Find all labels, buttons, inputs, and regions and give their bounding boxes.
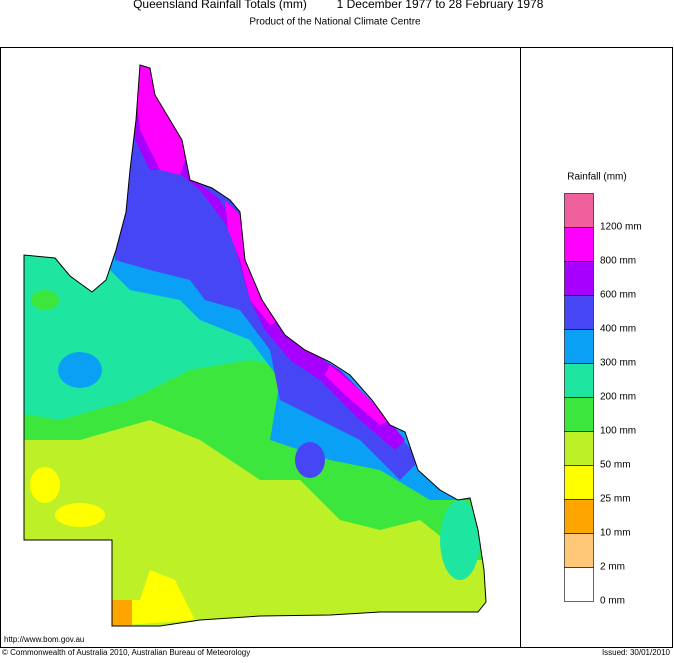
legend-swatch — [564, 363, 594, 398]
legend-label: 100 mm — [600, 426, 636, 437]
legend-swatch — [564, 567, 594, 602]
frame — [0, 47, 673, 648]
issued: Issued: 30/01/2010 — [602, 648, 671, 657]
state-outline — [23, 64, 487, 627]
legend-label: 50 mm — [600, 460, 631, 471]
legend-swatch — [564, 533, 594, 568]
subtitle: Product of the National Climate Centre — [249, 17, 421, 28]
legend-label: 25 mm — [600, 494, 631, 505]
legend-label: 1200 mm — [600, 222, 642, 233]
rainfall-map — [24, 65, 486, 626]
legend-swatch — [564, 397, 594, 432]
legend-label: 600 mm — [600, 290, 636, 301]
legend-label: 2 mm — [600, 562, 625, 573]
legend-label: 200 mm — [600, 392, 636, 403]
legend-swatch — [564, 329, 594, 364]
title: Queensland Rainfall Totals (mm) — [133, 0, 307, 11]
legend: 1200 mm 800 mm 600 mm 400 mm 300 mm 200 mm 100… — [564, 193, 642, 607]
legend-label: 300 mm — [600, 358, 636, 369]
legend-swatch — [564, 227, 594, 262]
legend-label: 10 mm — [600, 528, 631, 539]
legend-swatch — [564, 193, 594, 228]
legend-label: 400 mm — [600, 324, 636, 335]
copyright: © Commonwealth of Australia 2010, Austra… — [2, 648, 250, 657]
url: http://www.bom.gov.au — [4, 635, 84, 644]
legend-swatch — [564, 465, 594, 500]
legend-swatch — [564, 431, 594, 466]
legend-swatch — [564, 261, 594, 296]
legend-label: 0 mm — [600, 596, 625, 607]
legend-title: Rainfall (mm) — [567, 172, 626, 183]
legend-swatch — [564, 499, 594, 534]
legend-swatch — [564, 295, 594, 330]
period: 1 December 1977 to 28 February 1978 — [337, 0, 544, 11]
legend-label: 800 mm — [600, 256, 636, 267]
